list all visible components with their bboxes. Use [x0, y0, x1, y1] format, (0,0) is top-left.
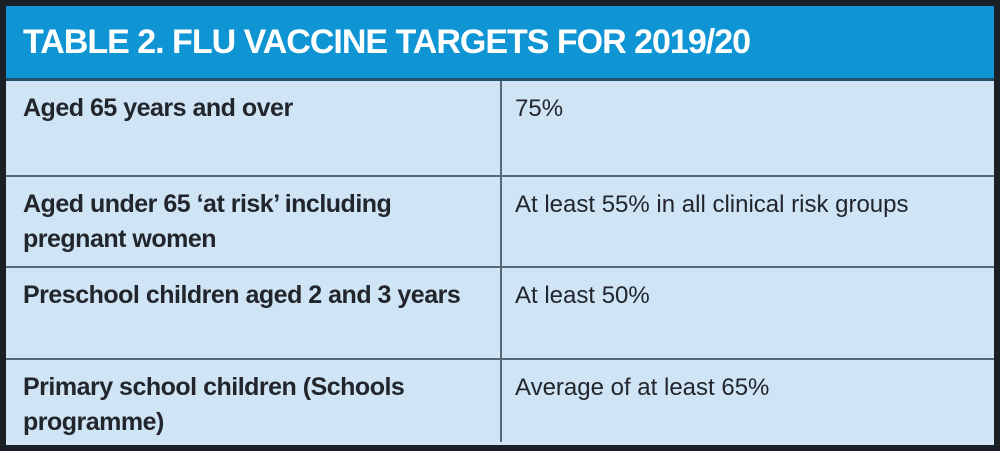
category-cell: Aged 65 years and over — [23, 94, 293, 122]
table-title: TABLE 2. FLU VACCINE TARGETS FOR 2019/20 — [23, 22, 751, 61]
target-cell: At least 50% — [500, 268, 994, 358]
table-row: Primary school children (Schools program… — [6, 358, 994, 442]
category-cell: Primary school children (Schools program… — [23, 373, 405, 436]
target-cell: At least 55% in all clinical risk groups — [500, 177, 994, 266]
table-row: Aged 65 years and over 75% — [6, 81, 994, 175]
table-header: TABLE 2. FLU VACCINE TARGETS FOR 2019/20 — [6, 6, 994, 81]
category-cell: Aged under 65 ‘at risk’ including pregna… — [23, 190, 392, 253]
table-body: Aged 65 years and over 75% Aged under 65… — [6, 81, 994, 442]
table-row: Aged under 65 ‘at risk’ including pregna… — [6, 175, 994, 266]
category-cell: Preschool children aged 2 and 3 years — [23, 281, 461, 309]
table-row: Preschool children aged 2 and 3 years At… — [6, 266, 994, 358]
target-cell: Average of at least 65% — [500, 360, 994, 442]
target-cell: 75% — [500, 81, 994, 175]
